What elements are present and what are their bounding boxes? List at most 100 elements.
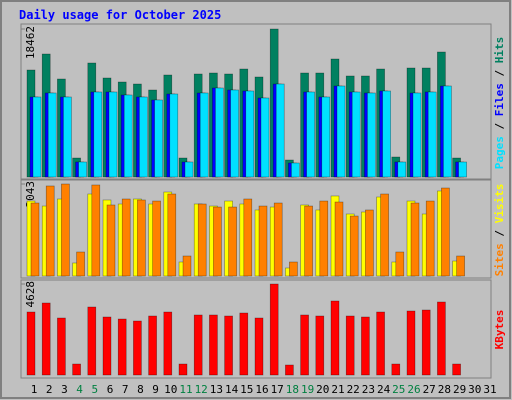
bar: [154, 99, 163, 178]
y-tick-label: 18462: [24, 26, 37, 59]
bar: [306, 91, 315, 178]
x-tick-label: 29: [453, 383, 466, 396]
legend-entry: KBytes: [493, 310, 506, 350]
bar: [169, 93, 179, 178]
x-tick-label: 6: [107, 383, 114, 396]
legend-separator: /: [493, 116, 506, 136]
bar: [228, 206, 237, 277]
bar: [458, 161, 467, 178]
bar: [45, 185, 55, 277]
x-tick-label: 17: [271, 383, 284, 396]
bar: [163, 311, 173, 376]
bar: [108, 91, 118, 178]
bar: [213, 206, 222, 277]
bar: [152, 200, 161, 277]
x-tick-label: 11: [179, 383, 192, 396]
bar: [78, 161, 87, 178]
x-tick-label: 22: [347, 383, 360, 396]
bar: [437, 301, 446, 376]
bar: [93, 91, 103, 178]
legend-separator: /: [493, 63, 506, 83]
bar: [243, 198, 253, 277]
bar: [148, 315, 157, 376]
bar: [106, 204, 116, 277]
bar: [30, 202, 40, 277]
bar: [443, 85, 452, 178]
bar: [275, 83, 285, 178]
bar: [365, 209, 374, 277]
bar: [421, 309, 431, 376]
bar: [102, 316, 112, 376]
x-tick-label: 3: [61, 383, 68, 396]
bar: [361, 316, 370, 376]
bar: [273, 202, 283, 277]
bar: [291, 162, 300, 178]
legend: Sites / Visits: [493, 184, 506, 277]
bar: [193, 314, 203, 376]
bar: [239, 312, 249, 376]
bar: [406, 310, 416, 376]
bar: [139, 96, 148, 178]
bar: [336, 85, 346, 178]
bar: [41, 302, 51, 376]
legend-entry: Pages: [493, 136, 506, 169]
bar: [349, 215, 359, 277]
panel-frame: [20, 23, 492, 180]
bar: [380, 193, 389, 277]
bar: [245, 90, 255, 178]
panel-frame: [20, 279, 492, 379]
x-tick-label: 21: [331, 383, 344, 396]
x-tick-label: 23: [362, 383, 375, 396]
x-tick-label: 30: [468, 383, 481, 396]
bar: [137, 199, 146, 277]
bar: [285, 364, 294, 376]
bar: [391, 363, 401, 376]
bar: [184, 161, 194, 178]
bar: [441, 187, 450, 277]
bar: [367, 92, 376, 178]
y-tick-label: 4628: [24, 281, 37, 308]
bar: [351, 91, 361, 178]
x-tick-label: 25: [392, 383, 405, 396]
bar: [321, 96, 331, 178]
bar: [456, 255, 465, 277]
panel-frame: [20, 179, 492, 279]
x-tick-label: 27: [423, 383, 436, 396]
x-tick-label: 18: [286, 383, 299, 396]
bar: [47, 92, 57, 178]
bar: [121, 198, 131, 277]
x-tick-label: 1: [31, 383, 38, 396]
bar: [123, 94, 133, 178]
bar: [382, 90, 391, 178]
bar: [334, 201, 344, 277]
x-tick-label: 9: [152, 383, 159, 396]
bar: [215, 87, 224, 178]
legend-separator: /: [493, 223, 506, 243]
bar: [330, 300, 340, 376]
bar: [269, 283, 279, 376]
bar: [87, 306, 97, 376]
x-tick-label: 8: [137, 383, 144, 396]
legend: Pages / Files / Hits: [493, 37, 506, 170]
bar: [32, 96, 42, 178]
bar: [72, 363, 81, 376]
legend-entry: Files: [493, 83, 506, 116]
bar: [230, 89, 239, 178]
bar: [319, 200, 329, 277]
x-tick-label: 31: [483, 383, 496, 396]
x-tick-label: 12: [195, 383, 208, 396]
bar: [258, 205, 268, 277]
bar: [197, 203, 207, 277]
bar: [117, 318, 127, 376]
y-tick-label: 2043: [24, 181, 37, 208]
x-tick-label: 4: [76, 383, 83, 396]
bar: [376, 311, 385, 376]
bar: [260, 97, 270, 178]
bar: [300, 314, 309, 376]
x-tick-label: 5: [91, 383, 98, 396]
bar: [133, 320, 142, 376]
bar: [452, 363, 461, 376]
bar: [76, 251, 85, 277]
